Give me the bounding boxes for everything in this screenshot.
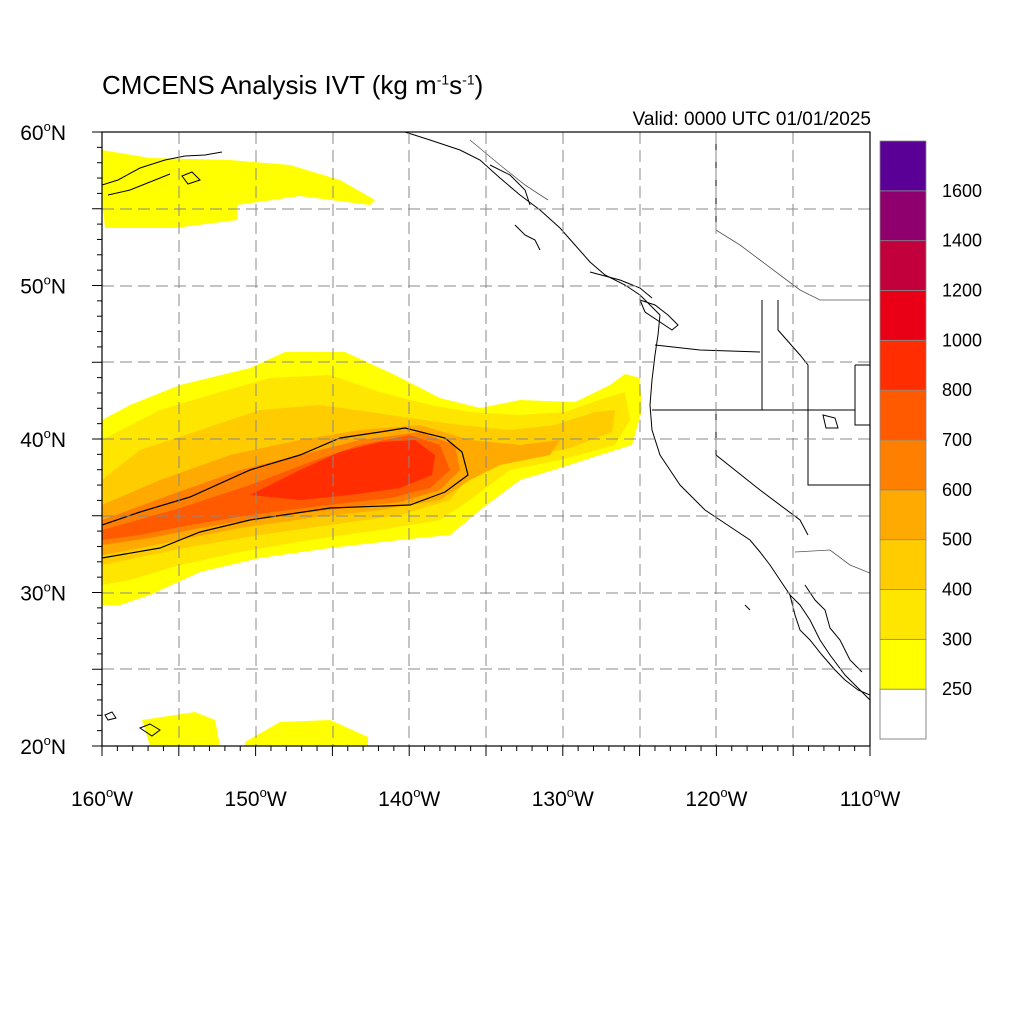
lat-label: 50oN [20, 273, 66, 299]
colorbar-label: 600 [942, 480, 972, 500]
colorbar-label: 400 [942, 580, 972, 600]
colorbar-box-below [879, 688, 927, 740]
ivt-alaska-patch [102, 150, 375, 228]
lon-label: 140oW [378, 785, 440, 811]
valid-time: Valid: 0000 UTC 01/01/2025 [632, 109, 871, 130]
lon-labels: 160oW 150oW 140oW 130oW 120oW 110oW [71, 785, 901, 811]
ivt-contour [102, 427, 469, 559]
lat-label: 60oN [20, 119, 66, 145]
colorbar-label: 1000 [942, 330, 982, 350]
colorbar-box [879, 589, 927, 640]
colorbar-label: 300 [942, 629, 972, 649]
colorbar-label: 1400 [942, 231, 982, 251]
colorbar-box [879, 489, 927, 541]
colorbar-box [879, 339, 927, 391]
map-title: CMCENS Analysis IVT (kg m-1s-1) [102, 70, 484, 100]
colorbar-box [879, 190, 927, 242]
lat-label: 40oN [20, 426, 66, 452]
gridlines [102, 132, 870, 746]
ivt-shading [102, 150, 642, 746]
axis-ticks [92, 131, 871, 756]
colorbar-label: 800 [942, 380, 972, 400]
lon-label: 130oW [532, 785, 594, 811]
colorbar: 250 300 400 500 600 700 800 1000 1200 1400 1600 [879, 140, 982, 740]
colorbar-box [879, 290, 927, 341]
lat-label: 30oN [20, 580, 66, 606]
colorbar-label: 1600 [942, 181, 982, 201]
lat-labels: 60oN 50oN 40oN 30oN 20oN [20, 119, 66, 759]
colorbar-box [879, 638, 927, 690]
lat-label: 20oN [20, 733, 66, 759]
colorbar-label: 500 [942, 530, 972, 550]
colorbar-label: 700 [942, 430, 972, 450]
colorbar-box [879, 439, 927, 491]
lon-label: 160oW [71, 785, 133, 811]
colorbar-box [879, 240, 927, 291]
coastlines [102, 132, 870, 737]
colorbar-box [879, 539, 927, 590]
colorbar-label: 1200 [942, 281, 982, 301]
lon-label: 110oW [840, 785, 901, 811]
ivt-800-region [250, 440, 435, 500]
colorbar-box [879, 140, 927, 192]
ivt-south-patch-1 [142, 712, 220, 746]
colorbar-box [879, 389, 927, 441]
ivt-south-patch-2 [245, 720, 368, 746]
lon-label: 150oW [225, 785, 287, 811]
colorbar-label: 250 [942, 679, 972, 699]
lon-label: 120oW [685, 785, 747, 811]
